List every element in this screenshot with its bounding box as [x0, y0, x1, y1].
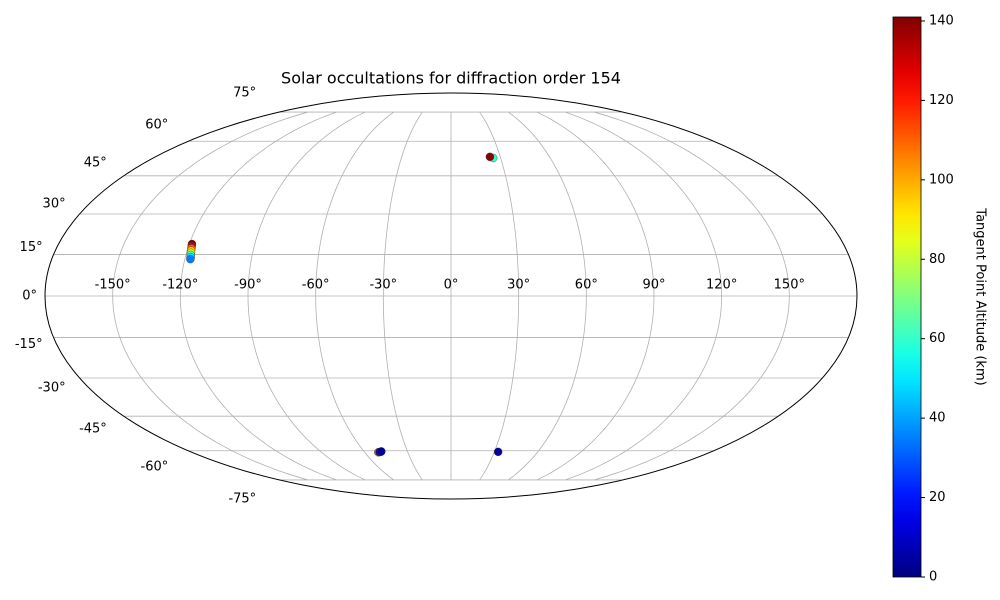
y-tick-label: -45° — [79, 422, 107, 437]
x-tick-label: -30° — [369, 278, 397, 293]
x-tick-label: -120° — [162, 278, 198, 293]
point — [186, 254, 195, 264]
x-tick-label: -150° — [95, 278, 131, 293]
y-tick-label: 30° — [43, 196, 66, 211]
colorbar-tick-label: 20 — [929, 490, 946, 505]
y-tick-label: -60° — [141, 459, 169, 474]
x-tick-label: 30° — [507, 278, 530, 293]
x-tick-label: -60° — [302, 278, 330, 293]
x-tick-label: -90° — [234, 278, 262, 293]
y-tick-label: -15° — [15, 337, 43, 352]
x-tick-label: 150° — [774, 278, 805, 293]
y-tick-label: -30° — [38, 381, 66, 396]
colorbar-tick-label: 0 — [929, 570, 937, 585]
y-tick-label: -75° — [228, 491, 256, 506]
y-tick-label: 45° — [84, 155, 107, 170]
colorbar-label: Tangent Point Altitude (km) — [973, 207, 988, 385]
colorbar-tick-label: 140 — [929, 13, 954, 28]
x-tick-label: 90° — [642, 278, 665, 293]
y-tick-label: 60° — [145, 118, 168, 133]
point — [485, 152, 495, 162]
y-tick-label: 15° — [20, 240, 43, 255]
colorbar-tick-label: 60 — [929, 331, 946, 346]
y-tick-label: 0° — [22, 289, 37, 304]
y-tick-label: 75° — [233, 86, 256, 101]
colorbar-tick-label: 40 — [929, 411, 946, 426]
point — [377, 447, 386, 456]
x-tick-label: 120° — [706, 278, 737, 293]
map-boundary — [44, 92, 858, 500]
x-tick-label: 60° — [575, 278, 598, 293]
x-tick-label: 0° — [444, 278, 459, 293]
colorbar-tick-label: 80 — [929, 252, 946, 267]
grid — [45, 111, 857, 481]
point — [493, 447, 503, 457]
colorbar-tick-label: 100 — [929, 172, 954, 187]
colorbar — [892, 16, 922, 578]
chart-title: Solar occultations for diffraction order… — [281, 69, 621, 88]
colorbar-tick-label: 120 — [929, 93, 954, 108]
